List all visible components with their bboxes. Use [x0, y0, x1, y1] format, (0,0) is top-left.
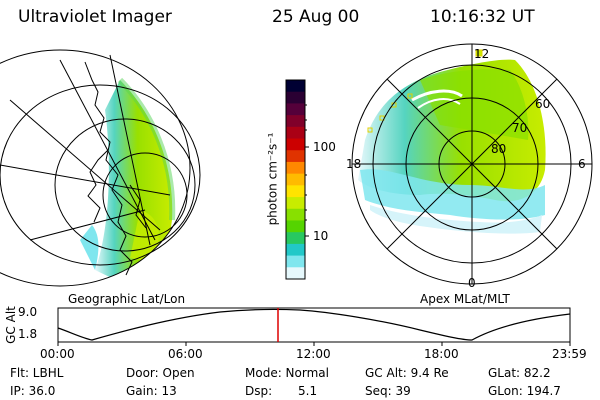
colorbar-stripe [286, 185, 305, 198]
mlt-label-18: 18 [346, 157, 362, 171]
mlat-label-70: 70 [512, 121, 528, 135]
colorbar-stripe [286, 161, 305, 175]
altitude-xtick-2: 12:00 [296, 347, 331, 361]
colorbar-stripe [286, 208, 305, 221]
altitude-xtick-3: 18:00 [424, 347, 459, 361]
status-mode: Mode: Normal [245, 366, 329, 380]
colorbar-stripe [286, 173, 305, 186]
colorbar-tick-10: 10 [313, 229, 329, 243]
coastline [84, 61, 147, 276]
altitude-ytick-high: 9.0 [18, 305, 38, 319]
colorbar-stripe [286, 150, 305, 163]
altitude-plot [57, 307, 571, 346]
colorbar-stripe [286, 80, 305, 93]
mlat-label-60: 60 [535, 97, 551, 111]
time-label: 10:16:32 UT [430, 7, 535, 27]
colorbar-stripe [286, 255, 305, 268]
altitude-xtick-1: 06:00 [168, 347, 203, 361]
status-dsp-label: Dsp: [245, 384, 273, 398]
polar-caption: Apex MLat/MLT [420, 292, 510, 306]
status-gc-alt: GC Alt: 9.4 Re [365, 366, 449, 380]
colorbar-stripe [286, 103, 305, 116]
colorbar-tick-100: 100 [313, 140, 336, 154]
status-seq: Seq: 39 [365, 384, 411, 398]
date-label: 25 Aug 00 [272, 7, 360, 27]
colorbar-stripe [286, 138, 305, 151]
altitude-ylabel: GC Alt [3, 306, 18, 344]
geographic-map [0, 49, 201, 287]
mlt-label-6: 6 [578, 157, 586, 171]
colorbar-stripe [286, 91, 305, 104]
colorbar-stripe [286, 115, 305, 128]
colorbar-stripe [286, 232, 305, 245]
mlt-label-0: 0 [468, 276, 476, 290]
colorbar-stripe [286, 267, 305, 280]
status-door: Door: Open [126, 366, 195, 380]
mlt-label-12: 12 [474, 47, 490, 61]
colorbar-stripe [286, 243, 305, 257]
status-gain: Gain: 13 [126, 384, 177, 398]
geo-caption: Geographic Lat/Lon [68, 292, 186, 306]
colorbar-stripe [286, 126, 305, 140]
status-glon: GLon: 194.7 [488, 384, 561, 398]
altitude-xtick-0: 00:00 [40, 347, 75, 361]
altitude-xtick-4: 23:59 [552, 347, 587, 361]
colorbar [285, 79, 309, 280]
instrument-title: Ultraviolet Imager [18, 7, 172, 27]
polar-map [351, 43, 593, 285]
colorbar-stripe [286, 220, 305, 233]
altitude-curve [57, 308, 571, 341]
altitude-ytick-low: 1.8 [18, 327, 38, 341]
colorbar-stripe [286, 197, 305, 210]
status-dsp-value: 5.1 [298, 384, 318, 398]
mlat-label-80: 80 [491, 142, 507, 156]
status-ip: IP: 36.0 [10, 384, 56, 398]
status-glat: GLat: 82.2 [488, 366, 551, 380]
status-filter: Flt: LBHL [10, 366, 64, 380]
colorbar-unit-label: photon cm⁻²s⁻¹ [265, 132, 280, 226]
